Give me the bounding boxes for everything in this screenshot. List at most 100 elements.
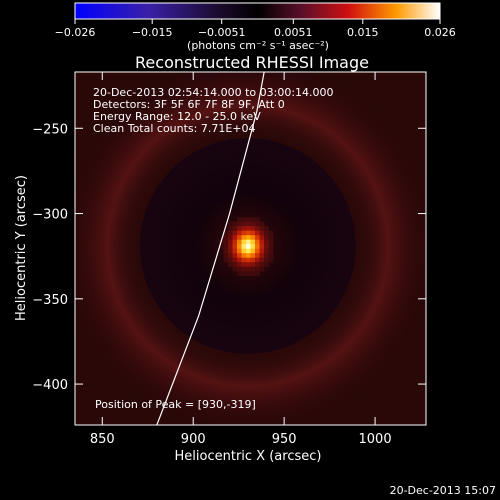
colorbar-tick-label: 0.0051 <box>274 26 313 39</box>
map-pixel <box>259 230 265 236</box>
map-pixel <box>241 266 247 272</box>
map-pixel <box>237 253 242 258</box>
map-pixel <box>237 271 242 276</box>
map-pixel <box>237 239 242 245</box>
map-pixel <box>232 262 238 267</box>
map-pixel <box>223 239 229 245</box>
map-pixel <box>255 266 260 272</box>
map-pixel <box>232 235 238 240</box>
map-pixel <box>255 248 260 254</box>
map-pixel <box>264 262 269 267</box>
map-pixel <box>223 253 229 258</box>
map-pixel <box>264 253 269 258</box>
map-pixel <box>237 262 242 267</box>
map-pixel <box>255 221 260 227</box>
map-pixel <box>250 217 256 222</box>
map-pixel <box>250 226 256 231</box>
map-pixel <box>241 262 247 267</box>
map-pixel <box>268 230 274 236</box>
map-pixel <box>255 253 260 258</box>
map-pixel <box>237 226 242 231</box>
map-pixel <box>250 244 256 249</box>
map-pixel <box>232 266 238 272</box>
map-pixel <box>228 221 233 227</box>
map-pixel <box>246 235 251 240</box>
map-pixel <box>259 266 265 272</box>
map-pixel <box>250 248 256 254</box>
peak-position-label: Position of Peak = [930,-319] <box>95 398 256 411</box>
map-pixel <box>237 221 242 227</box>
map-pixel <box>264 257 269 263</box>
map-pixel <box>228 248 233 254</box>
map-pixel <box>259 253 265 258</box>
map-pixel <box>241 271 247 276</box>
map-pixel <box>255 244 260 249</box>
map-pixel <box>228 244 233 249</box>
emission-map <box>75 72 426 425</box>
chart-title: Reconstructed RHESSI Image <box>135 53 369 72</box>
map-pixel <box>237 230 242 236</box>
y-axis-ticks: −250 −300 −350 −400 <box>32 122 426 393</box>
map-pixel <box>228 262 233 267</box>
map-pixel <box>241 244 247 249</box>
map-pixel <box>219 244 224 249</box>
y-axis-label: Heliocentric Y (arcsec) <box>14 175 29 321</box>
annotation-detectors: Detectors: 3F 5F 6F 7F 8F 9F, Att 0 <box>93 98 285 111</box>
x-tick-label: 900 <box>181 432 206 447</box>
map-pixel <box>264 239 269 245</box>
map-pixel <box>259 221 265 227</box>
map-pixel <box>268 257 274 263</box>
map-pixel <box>241 221 247 227</box>
map-pixel <box>228 253 233 258</box>
map-pixel <box>241 253 247 258</box>
map-pixel <box>241 226 247 231</box>
map-pixel <box>259 226 265 231</box>
colorbar-tick-label: 0.026 <box>424 26 456 39</box>
map-pixel <box>246 230 251 236</box>
map-pixel <box>228 226 233 231</box>
map-pixel <box>259 257 265 263</box>
y-tick-label: −300 <box>32 208 68 223</box>
map-pixel <box>223 257 229 263</box>
y-tick-label: −250 <box>32 122 68 137</box>
map-pixel <box>255 239 260 245</box>
map-pixel <box>232 253 238 258</box>
map-pixel <box>255 230 260 236</box>
map-pixel <box>228 257 233 263</box>
map-pixel <box>246 262 251 267</box>
map-pixel <box>237 257 242 263</box>
map-pixel <box>237 266 242 272</box>
map-pixel <box>250 253 256 258</box>
map-pixel <box>223 230 229 236</box>
map-pixel <box>232 257 238 263</box>
colorbar-gradient <box>74 2 441 20</box>
colorbar: −0.026 −0.015 −0.0051 0.0051 0.015 0.026 (pho… <box>55 2 456 52</box>
map-pixel <box>264 248 269 254</box>
image-area <box>75 72 426 425</box>
plot-frame <box>74 71 427 426</box>
colorbar-tick-label: −0.0051 <box>198 26 246 39</box>
timestamp: 20-Dec-2013 15:07 <box>390 484 496 497</box>
map-pixel <box>259 262 265 267</box>
map-pixel <box>223 248 229 254</box>
colorbar-tick-label: 0.015 <box>347 26 379 39</box>
colorbar-unit-label: (photons cm⁻² s⁻¹ asec⁻²) <box>187 39 329 52</box>
map-pixel <box>255 271 260 276</box>
map-pixel <box>259 235 265 240</box>
map-pixel <box>246 253 251 258</box>
map-pixel <box>241 248 247 254</box>
map-pixel <box>228 235 233 240</box>
map-pixel <box>264 230 269 236</box>
map-pixel <box>264 235 269 240</box>
map-pixel <box>246 248 251 254</box>
map-pixel <box>259 244 265 249</box>
map-pixel <box>250 230 256 236</box>
map-pixel <box>250 221 256 227</box>
map-pixel <box>232 226 238 231</box>
map-pixel <box>246 271 251 276</box>
map-pixel <box>264 244 269 249</box>
map-pixel <box>241 235 247 240</box>
solar-limb-curve <box>156 72 265 425</box>
map-pixel <box>246 257 251 263</box>
